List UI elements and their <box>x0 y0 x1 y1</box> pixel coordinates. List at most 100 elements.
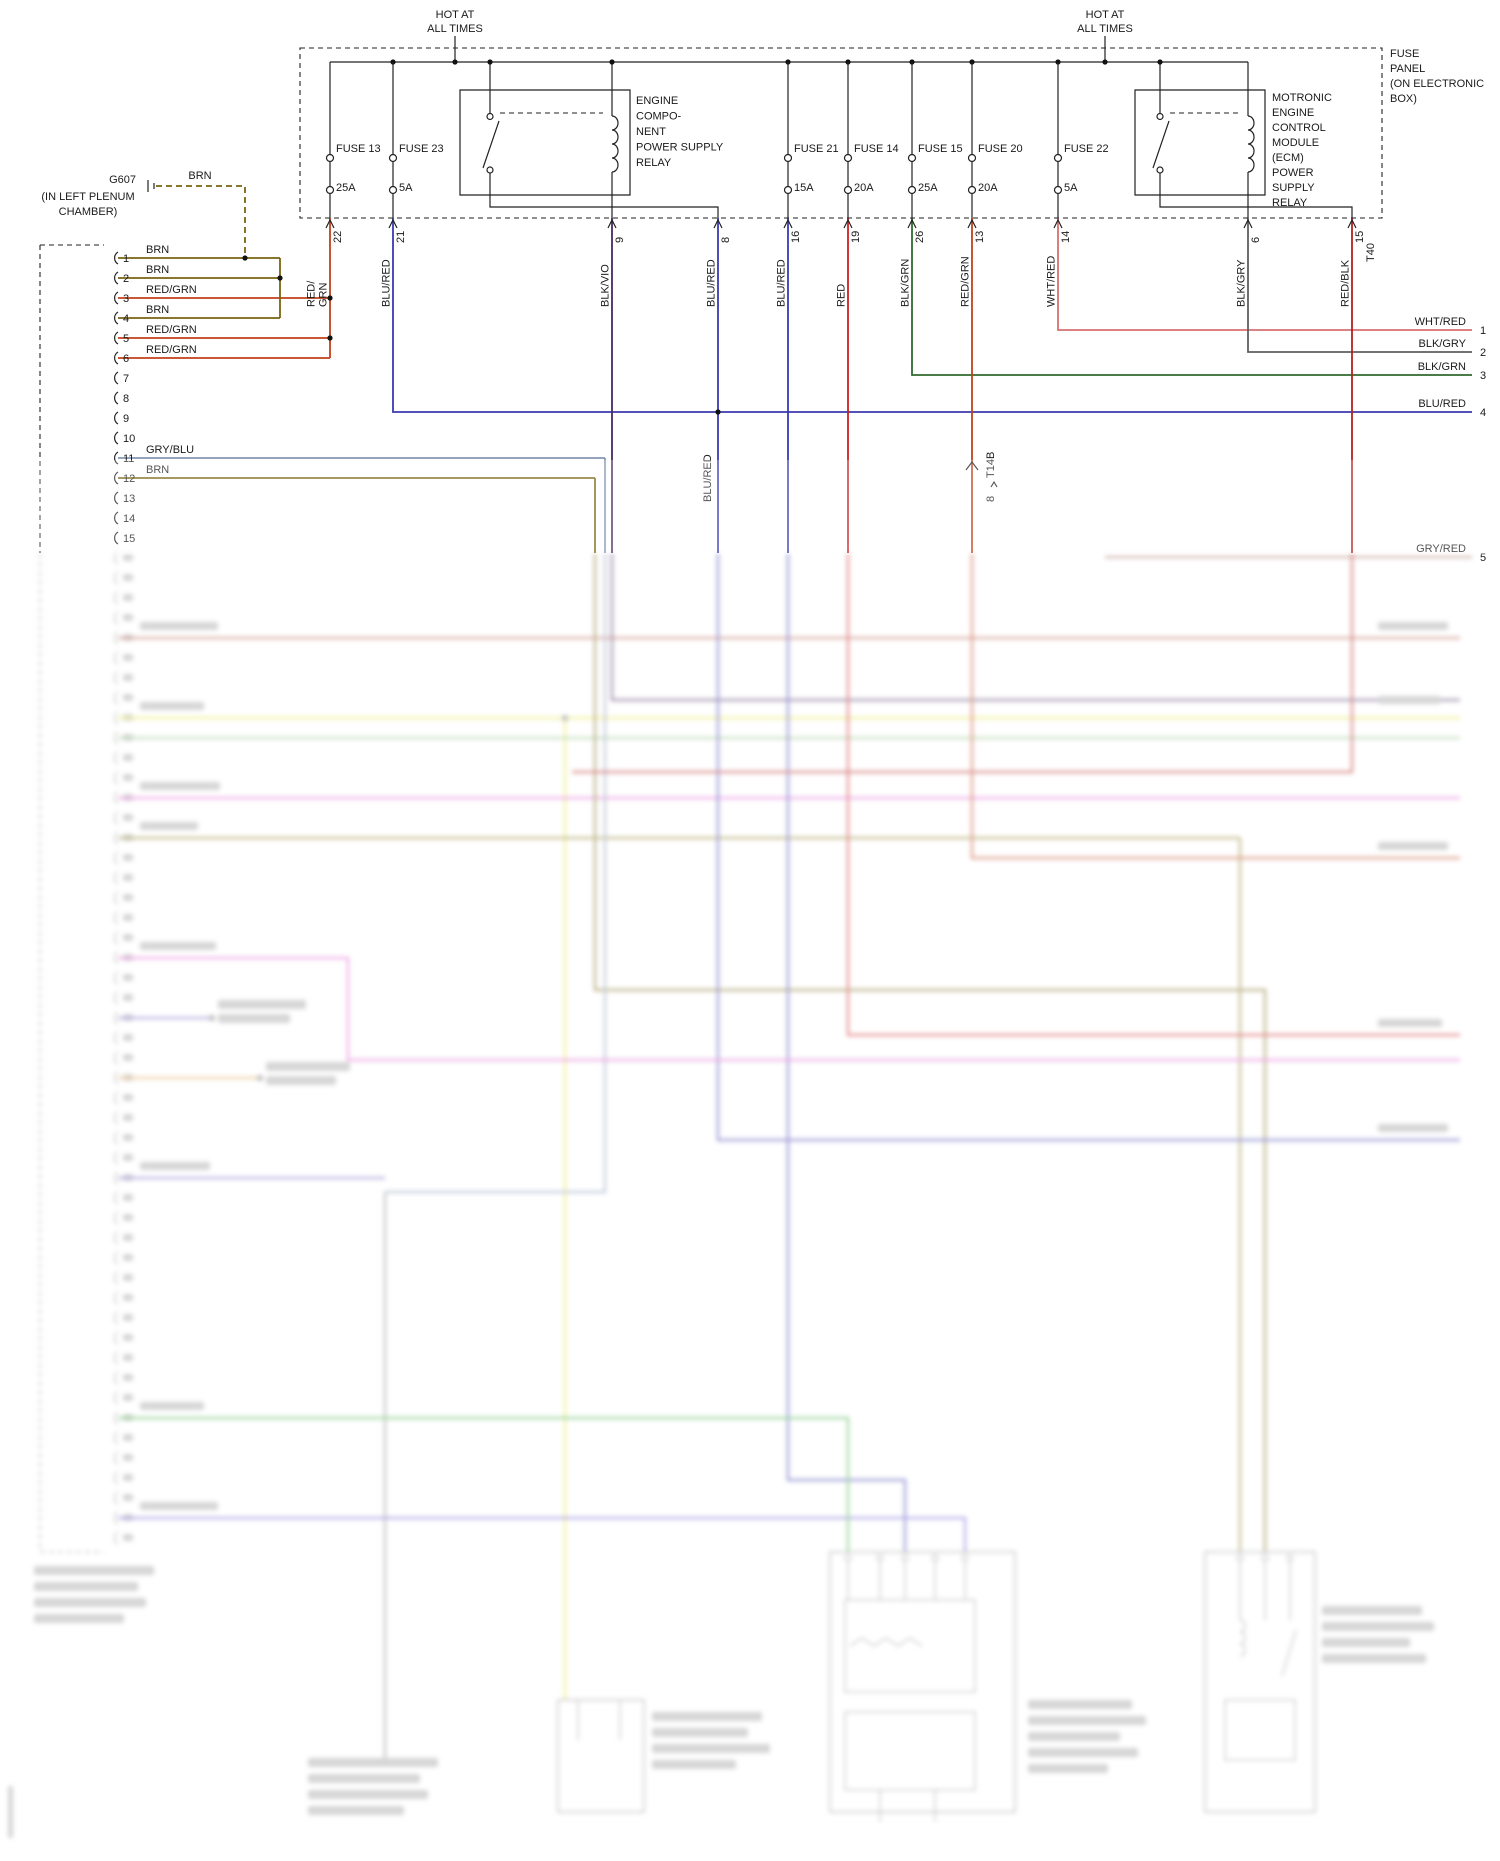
fuse-name: FUSE 21 <box>794 143 839 155</box>
pin-terminal-arc <box>114 331 119 345</box>
pin-number: 1 <box>123 253 129 265</box>
pin-number: 3 <box>123 293 129 305</box>
terminal-number: 26 <box>914 231 926 243</box>
fuse-panel-label: FUSE PANEL (ON ELECTRONIC BOX) <box>1390 48 1484 105</box>
wire-color-label: RED/BLK <box>1340 259 1352 307</box>
fuse-name: FUSE 13 <box>336 143 381 155</box>
pin-terminal-arc <box>114 311 119 325</box>
hot-at-all-times-label: ALL TIMES <box>427 23 483 35</box>
relay2-label-line: RELAY <box>1272 197 1308 209</box>
terminal-number: 6 <box>1250 237 1262 243</box>
fuse-name: FUSE 23 <box>399 143 444 155</box>
hot-at-all-times-label: ALL TIMES <box>1077 23 1133 35</box>
fuse-amps: 25A <box>918 182 938 194</box>
pin-number: 5 <box>123 333 129 345</box>
fuse-symbol <box>325 61 335 219</box>
wire-blk-grn-26 <box>911 218 1472 376</box>
pin-terminal-arc <box>114 491 119 505</box>
pin-terminal-arc <box>114 391 119 405</box>
pin-number: 10 <box>123 433 135 445</box>
pin-wire-color-label: BRN <box>146 304 169 316</box>
right-lead-number: 4 <box>1480 407 1486 419</box>
fuse-amps: 5A <box>1064 182 1078 194</box>
relay1-label-line: ENGINE <box>636 95 678 107</box>
pin-number: 13 <box>123 493 135 505</box>
wire-wht-red-14 <box>1057 218 1472 331</box>
wire-color-label: RED/ <box>306 280 318 307</box>
terminal-number: 22 <box>332 231 344 243</box>
wire-gry-blu-11 <box>118 457 606 553</box>
right-lead-color-label: BLK/GRY <box>1419 338 1467 350</box>
inline-wire-color-label: BLU/RED <box>702 454 714 502</box>
pin-number: 7 <box>123 373 129 385</box>
ground-location-line: CHAMBER) <box>59 206 118 218</box>
right-lead-labels: WHT/RED 1 BLK/GRY 2 BLK/GRN 3 BLU/RED 4 GRY/RED 5 <box>1415 316 1486 564</box>
pin-terminal-arc <box>114 291 119 305</box>
pin-number: 8 <box>123 393 129 405</box>
relay2-label: MOTRONIC ENGINE CONTROL MODULE (ECM) POWER SUP… <box>1272 92 1332 209</box>
pin-number: 11 <box>123 453 134 465</box>
fuse-amps: 20A <box>854 182 874 194</box>
fuse-panel-label-line: PANEL <box>1390 63 1425 75</box>
ground-wire-color-label: BRN <box>188 170 211 182</box>
junction-dot <box>327 335 333 341</box>
pin-wire-color-label: RED/GRN <box>146 344 197 356</box>
wire-color-label: BLU/RED <box>776 259 788 307</box>
wire-color-label: BLU/RED <box>381 259 393 307</box>
wire-color-label: WHT/RED <box>1046 256 1058 307</box>
wire-red-grn-22 <box>118 218 331 359</box>
fuse-symbol <box>783 61 793 219</box>
junction-dot <box>452 59 458 65</box>
pin-terminal-arc <box>114 351 119 365</box>
terminal-number: 8 <box>720 237 732 243</box>
pin-number: 4 <box>123 313 129 325</box>
pin-wire-color-label: BRN <box>146 264 169 276</box>
pin-number: 14 <box>123 513 135 525</box>
wire-color-label: BLK/GRY <box>1236 259 1248 307</box>
relay2-label-line: CONTROL <box>1272 122 1326 134</box>
pin-terminal-arc <box>114 451 119 465</box>
fuse-name: FUSE 20 <box>978 143 1023 155</box>
relay2-label-line: (ECM) <box>1272 152 1304 164</box>
relay2-label-line: MODULE <box>1272 137 1319 149</box>
wire-blk-gry-6 <box>1247 218 1472 353</box>
power-bus-and-relay-structure <box>330 36 1353 218</box>
fuse-panel-label-line: (ON ELECTRONIC <box>1390 78 1484 90</box>
pin-number: 12 <box>123 473 135 485</box>
junction-dot <box>1102 59 1108 65</box>
relay1-label-line: RELAY <box>636 157 672 169</box>
relay2-contact <box>1156 112 1164 121</box>
wire-color-label: BLK/GRN <box>900 259 912 307</box>
relay1-box <box>459 89 631 196</box>
relay1-contact <box>486 112 494 121</box>
fuse-amps: 25A <box>336 182 356 194</box>
left-connector-boundary <box>39 244 104 553</box>
right-lead-number: 3 <box>1480 370 1486 382</box>
relay2-label-line: ENGINE <box>1272 107 1314 119</box>
junction-dot <box>487 59 493 65</box>
connector-t40-label: T40 <box>1365 243 1377 262</box>
fuse-symbol <box>843 61 853 219</box>
terminal-number: 14 <box>1060 231 1072 243</box>
relay1-label: ENGINE COMPO- NENT POWER SUPPLY RELAY <box>636 95 724 169</box>
terminal-number: 15 <box>1354 231 1366 243</box>
fuse-panel-label-line: FUSE <box>1390 48 1419 60</box>
hot-at-all-times-label: HOT AT <box>1086 9 1125 21</box>
pin-terminal-arc <box>114 431 119 445</box>
wires <box>118 185 1472 553</box>
fuse-amps: 15A <box>794 182 814 194</box>
terminal-number: 13 <box>974 231 986 243</box>
fuse-symbol <box>1053 61 1063 219</box>
pin-terminal-arc <box>114 531 119 545</box>
relay2-contact <box>1156 166 1164 174</box>
fuse-name: FUSE 15 <box>918 143 963 155</box>
terminal-number: 19 <box>850 231 862 243</box>
fuse-name: FUSE 22 <box>1064 143 1109 155</box>
fuse-symbol <box>967 61 977 219</box>
wire-color-label: RED <box>836 284 848 307</box>
fuse-panel-label-line: BOX) <box>1390 93 1417 105</box>
right-lead-color-label: WHT/RED <box>1415 316 1466 328</box>
fuse-amps: 5A <box>399 182 413 194</box>
